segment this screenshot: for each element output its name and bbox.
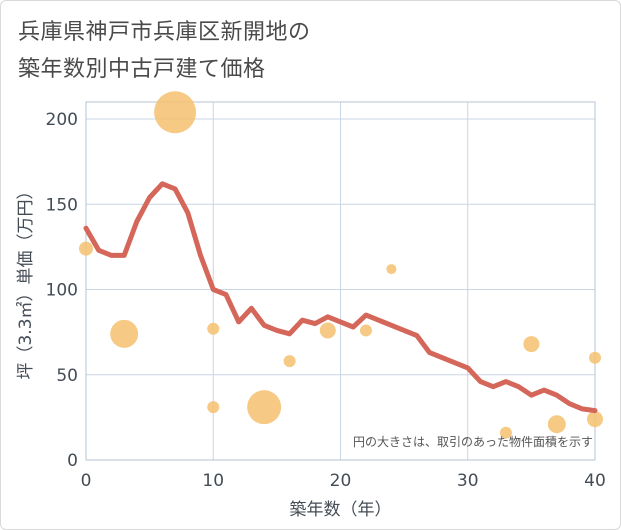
data-bubble (79, 241, 93, 256)
data-bubble (589, 351, 601, 364)
y-axis-label: 坪（3.3㎡）単価（万円） (16, 182, 36, 379)
data-bubble (499, 426, 512, 439)
grid-layer (86, 102, 595, 460)
chart-title-line-2: 築年数別中古戸建て価格 (18, 57, 266, 82)
trend-line (83, 181, 598, 414)
chart-title-line-1: 兵庫県神戸市兵庫区新開地の (18, 20, 311, 45)
data-bubble (207, 322, 220, 335)
data-bubble (319, 322, 336, 339)
y-tick-label: 200 (46, 110, 78, 130)
data-bubble (154, 91, 197, 134)
y-tick-label: 150 (46, 195, 78, 215)
data-bubble (547, 415, 566, 434)
plot-area-border (85, 101, 596, 461)
data-bubble (207, 401, 220, 414)
data-bubble (110, 319, 139, 348)
tick-layer: 0 10 20 30 40 0 50 100 150 200 (46, 110, 606, 491)
y-tick-label: 100 (46, 281, 78, 301)
data-bubble (359, 324, 372, 337)
chart-title: 兵庫県神戸市兵庫区新開地の 築年数別中古戸建て価格 (18, 14, 311, 88)
data-bubble (523, 336, 540, 353)
bubble-layer (79, 91, 603, 439)
y-tick-label: 0 (67, 451, 78, 471)
data-bubble (283, 355, 296, 368)
x-tick-label: 10 (202, 471, 224, 491)
data-bubble (386, 264, 397, 275)
bubble-size-note: 円の大きさは、取引のあった物件面積を示す (353, 434, 593, 449)
y-tick-label: 50 (56, 366, 78, 386)
data-bubble (587, 411, 603, 428)
data-bubble (247, 390, 282, 425)
x-tick-label: 0 (81, 471, 92, 491)
x-axis-label: 築年数（年） (290, 500, 392, 520)
x-tick-label: 20 (330, 471, 352, 491)
x-tick-label: 30 (457, 471, 479, 491)
x-tick-label: 40 (584, 471, 606, 491)
